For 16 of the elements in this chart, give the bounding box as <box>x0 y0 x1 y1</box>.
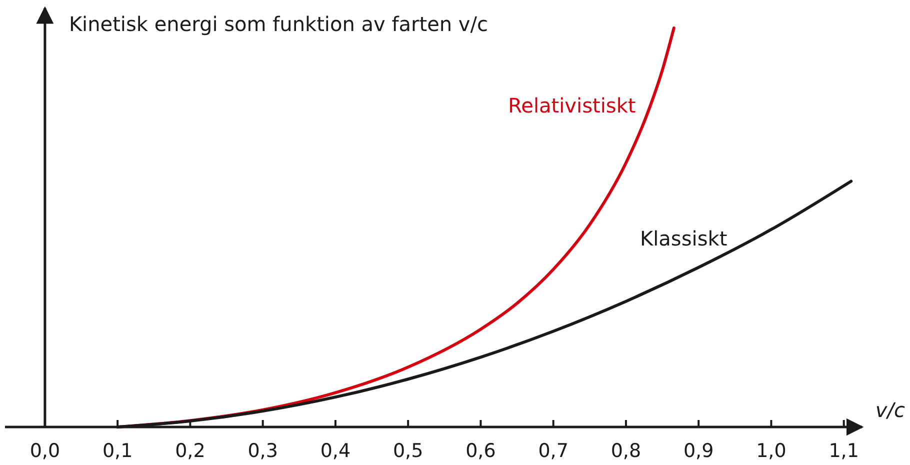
x-tick-label: 0,4 <box>320 440 351 462</box>
y-axis-title: Kinetisk energi som funktion av farten v/c <box>68 12 488 36</box>
x-tick-label: 0,6 <box>466 440 496 462</box>
x-tick-label: 0,5 <box>392 440 424 462</box>
x-tick-label: 1,1 <box>828 440 859 462</box>
x-tick-label: 0,0 <box>30 440 60 462</box>
series-label: Relativistiskt <box>508 94 636 118</box>
x-tick-label: 1,0 <box>756 440 786 462</box>
x-tick-label: 0,9 <box>683 440 714 462</box>
x-tick-label: 0,1 <box>102 440 133 462</box>
x-tick-label: 0,2 <box>175 440 206 462</box>
x-tick-label: 0,3 <box>248 440 278 462</box>
series-label: Klassiskt <box>640 226 728 250</box>
x-tick-label: 0,7 <box>538 440 568 462</box>
x-axis-title: v/c <box>875 398 905 422</box>
x-tick-label: 0,8 <box>610 440 642 462</box>
